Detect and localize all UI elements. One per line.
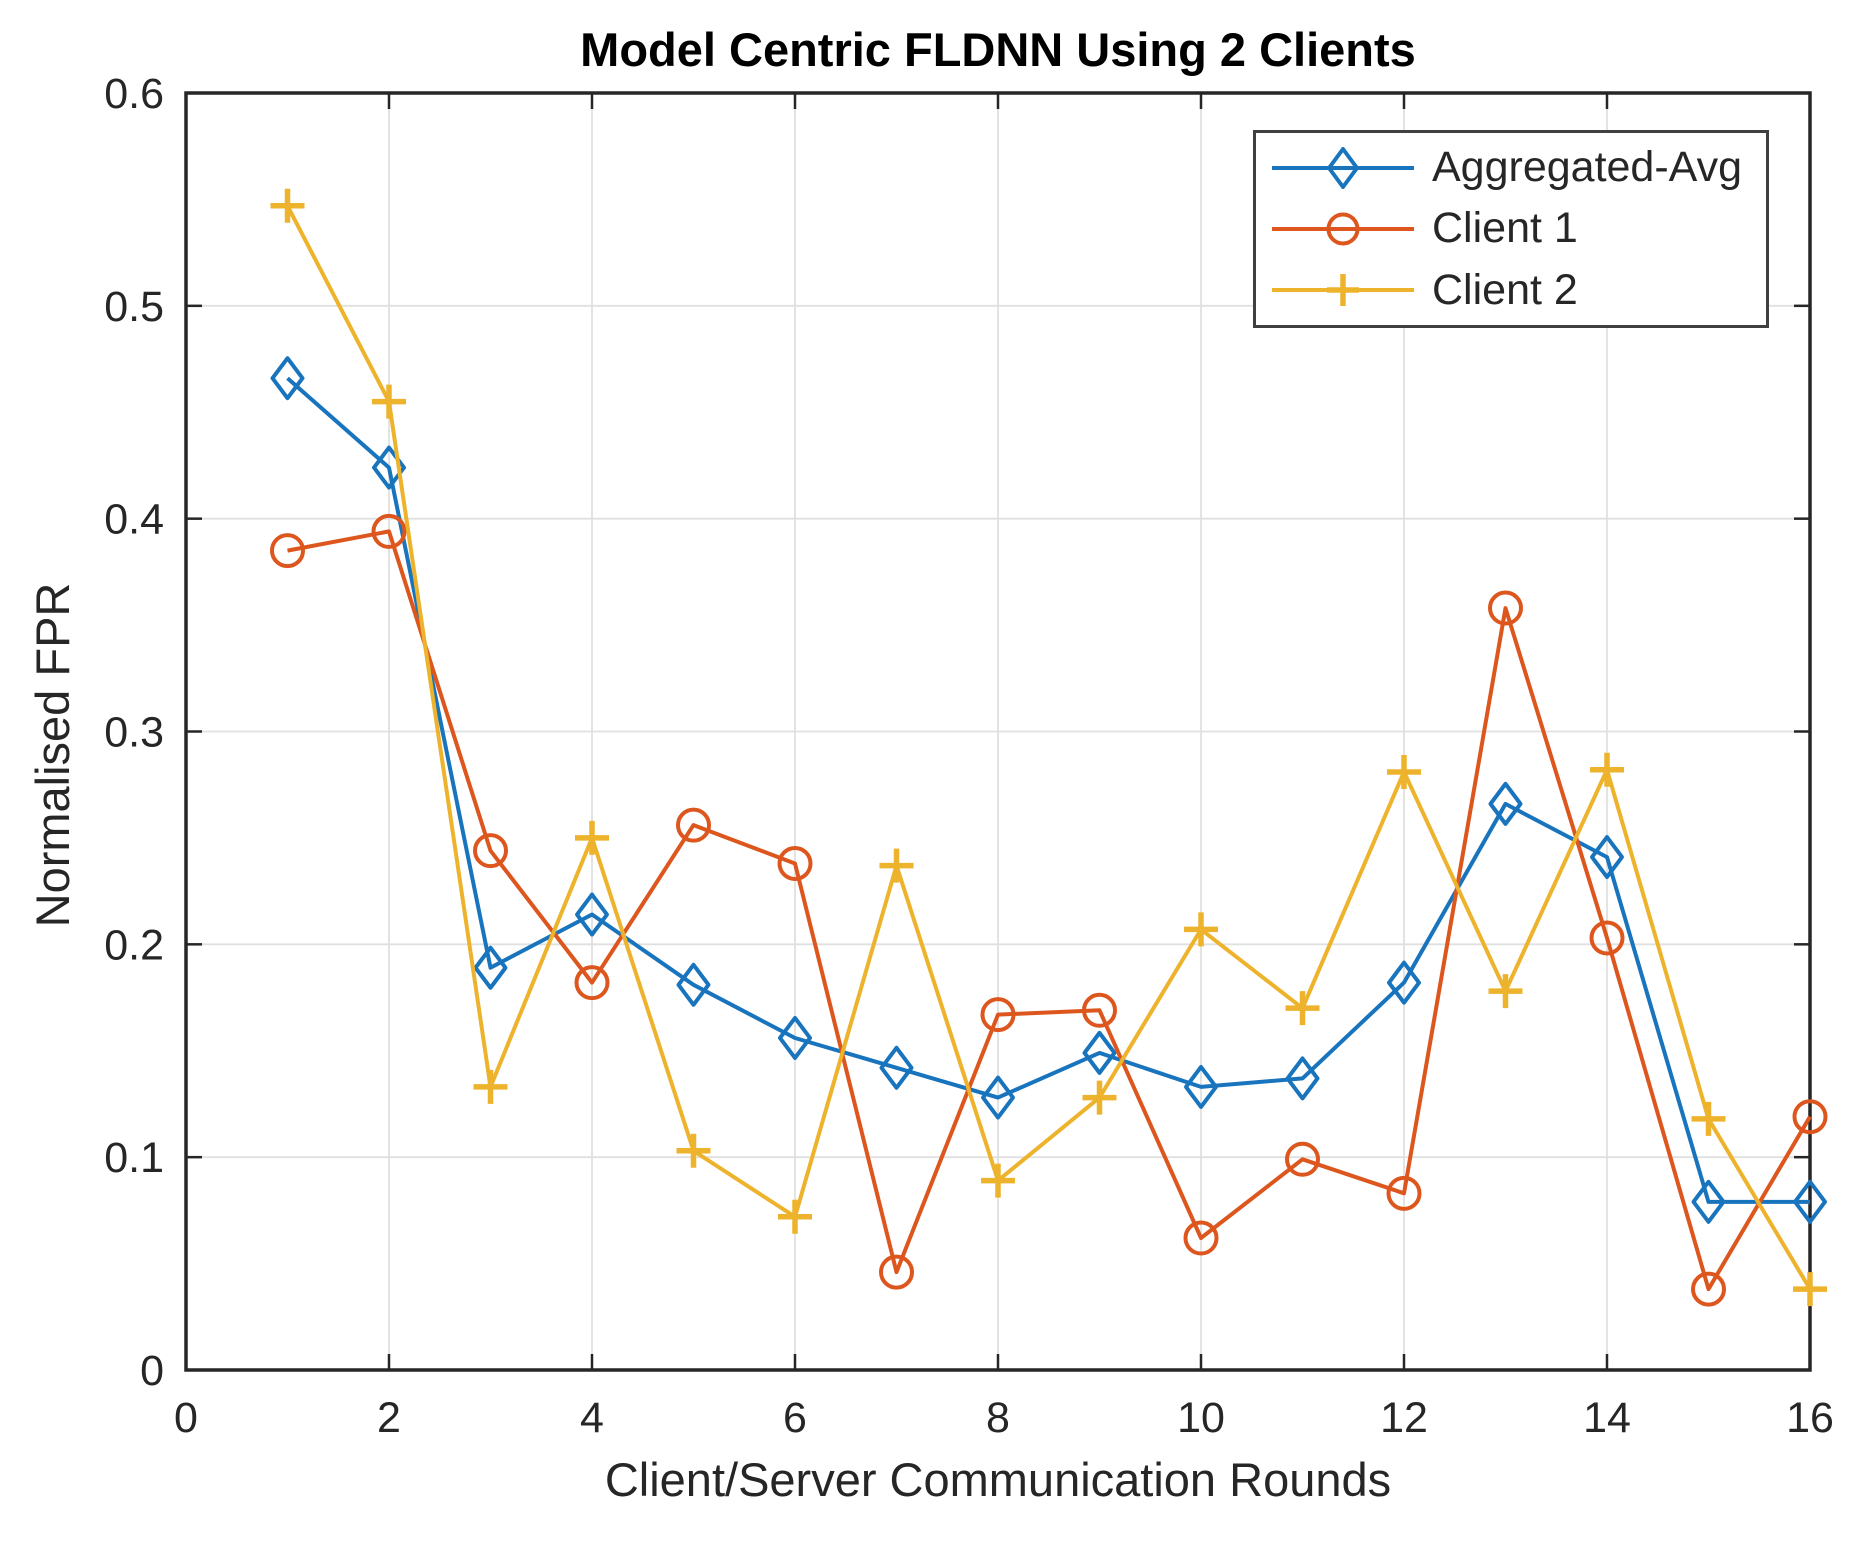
data-point-marker <box>270 188 305 223</box>
x-axis-label: Client/Server Communication Rounds <box>604 1453 1392 1506</box>
data-point-marker <box>1691 1271 1726 1307</box>
gridlines <box>185 92 1811 1371</box>
data-point-marker <box>372 384 406 419</box>
x-tick-label: 2 <box>377 1394 401 1442</box>
y-axis-label: Normalised FPR <box>26 582 79 928</box>
data-point-marker <box>879 1045 914 1090</box>
series-line-aggregated-avg <box>286 376 1810 1204</box>
y-tick-label: 0.4 <box>104 496 164 544</box>
data-point-marker <box>473 1069 508 1104</box>
legend-sample-plus-line-icon <box>1272 274 1414 307</box>
data-point-marker <box>574 965 610 1001</box>
data-point-marker <box>1488 590 1523 626</box>
series-client-2 <box>270 188 1827 1307</box>
data-point-marker <box>371 513 407 549</box>
x-tick-label: 6 <box>783 1394 807 1442</box>
y-tick-label: 0 <box>140 1347 164 1395</box>
data-point-marker <box>980 997 1016 1033</box>
data-point-marker <box>575 892 609 937</box>
data-point-marker <box>1488 974 1523 1009</box>
y-tick-labels: 0 0.1 0.2 0.3 0.4 0.5 0.6 <box>104 70 164 1395</box>
data-point-marker <box>1792 1099 1828 1135</box>
x-tick-label: 12 <box>1380 1394 1428 1442</box>
data-point-marker <box>676 962 711 1007</box>
data-point-marker <box>981 1163 1015 1198</box>
legend: Aggregated-Avg Client 1 Client 2 <box>1253 130 1769 328</box>
legend-item-client-1: Client 1 <box>1268 199 1766 259</box>
legend-item-client-2: Client 2 <box>1268 260 1766 320</box>
data-point-marker <box>778 1015 812 1060</box>
data-point-marker <box>1488 781 1523 826</box>
data-point-marker <box>1082 1030 1117 1075</box>
data-point-marker <box>1285 991 1320 1026</box>
data-point-marker <box>1184 912 1218 947</box>
x-tick-label: 10 <box>1177 1394 1225 1442</box>
legend-label: Aggregated-Avg <box>1432 143 1742 192</box>
data-point-marker <box>1285 1141 1320 1177</box>
data-point-marker <box>1590 835 1624 880</box>
data-point-marker <box>879 848 914 883</box>
data-point-marker <box>270 533 305 569</box>
legend-sample-circle-line-icon <box>1272 212 1414 246</box>
data-point-marker <box>1285 1056 1320 1101</box>
legend-label: Client 2 <box>1432 265 1578 314</box>
y-tick-label: 0.6 <box>104 70 164 118</box>
x-tick-label: 16 <box>1786 1394 1834 1442</box>
series-line-client-2 <box>285 204 1812 1291</box>
y-tick-label: 0.1 <box>104 1134 164 1182</box>
data-point-marker <box>778 1199 812 1234</box>
legend-sample-diamond-line-icon <box>1272 146 1414 189</box>
data-point-marker <box>981 1075 1015 1120</box>
legend-item-aggregated-avg: Aggregated-Avg <box>1268 138 1766 198</box>
data-point-marker <box>473 945 508 990</box>
data-point-marker <box>676 1133 711 1168</box>
series-line-client-1 <box>287 529 1812 1292</box>
data-point-marker <box>1793 1179 1827 1224</box>
y-tick-label: 0.3 <box>104 709 164 757</box>
data-point-marker <box>1793 1272 1827 1307</box>
data-point-marker <box>1082 992 1117 1028</box>
x-tick-label: 4 <box>580 1394 604 1442</box>
data-point-marker <box>1387 960 1421 1005</box>
data-point-marker <box>1590 752 1624 787</box>
data-point-marker <box>1082 1080 1117 1115</box>
data-point-marker <box>676 807 711 843</box>
series-client-1 <box>270 513 1828 1307</box>
data-point-marker <box>1183 1220 1219 1256</box>
data-point-marker <box>575 820 609 855</box>
x-tick-label: 0 <box>174 1394 198 1442</box>
legend-label: Client 1 <box>1432 204 1578 253</box>
series-aggregated-avg <box>270 356 1827 1224</box>
x-tick-label: 8 <box>986 1394 1010 1442</box>
y-tick-label: 0.2 <box>104 921 164 969</box>
data-point-marker <box>270 356 305 401</box>
chart-title: Model Centric FLDNN Using 2 Clients <box>580 23 1416 76</box>
data-point-marker <box>1387 754 1421 789</box>
data-point-marker <box>879 1254 914 1290</box>
data-point-marker <box>777 845 813 881</box>
data-point-marker <box>1691 1101 1726 1136</box>
data-point-marker <box>1691 1179 1726 1224</box>
data-point-marker <box>1589 920 1625 956</box>
x-tick-label: 14 <box>1583 1394 1631 1442</box>
data-point-marker <box>473 833 508 869</box>
x-tick-labels: 0 2 4 6 8 10 12 14 16 <box>174 1394 1834 1442</box>
tick-marks <box>184 91 1812 1372</box>
y-tick-label: 0.5 <box>104 283 164 331</box>
data-point-marker <box>1184 1064 1218 1109</box>
data-point-marker <box>1386 1175 1422 1211</box>
